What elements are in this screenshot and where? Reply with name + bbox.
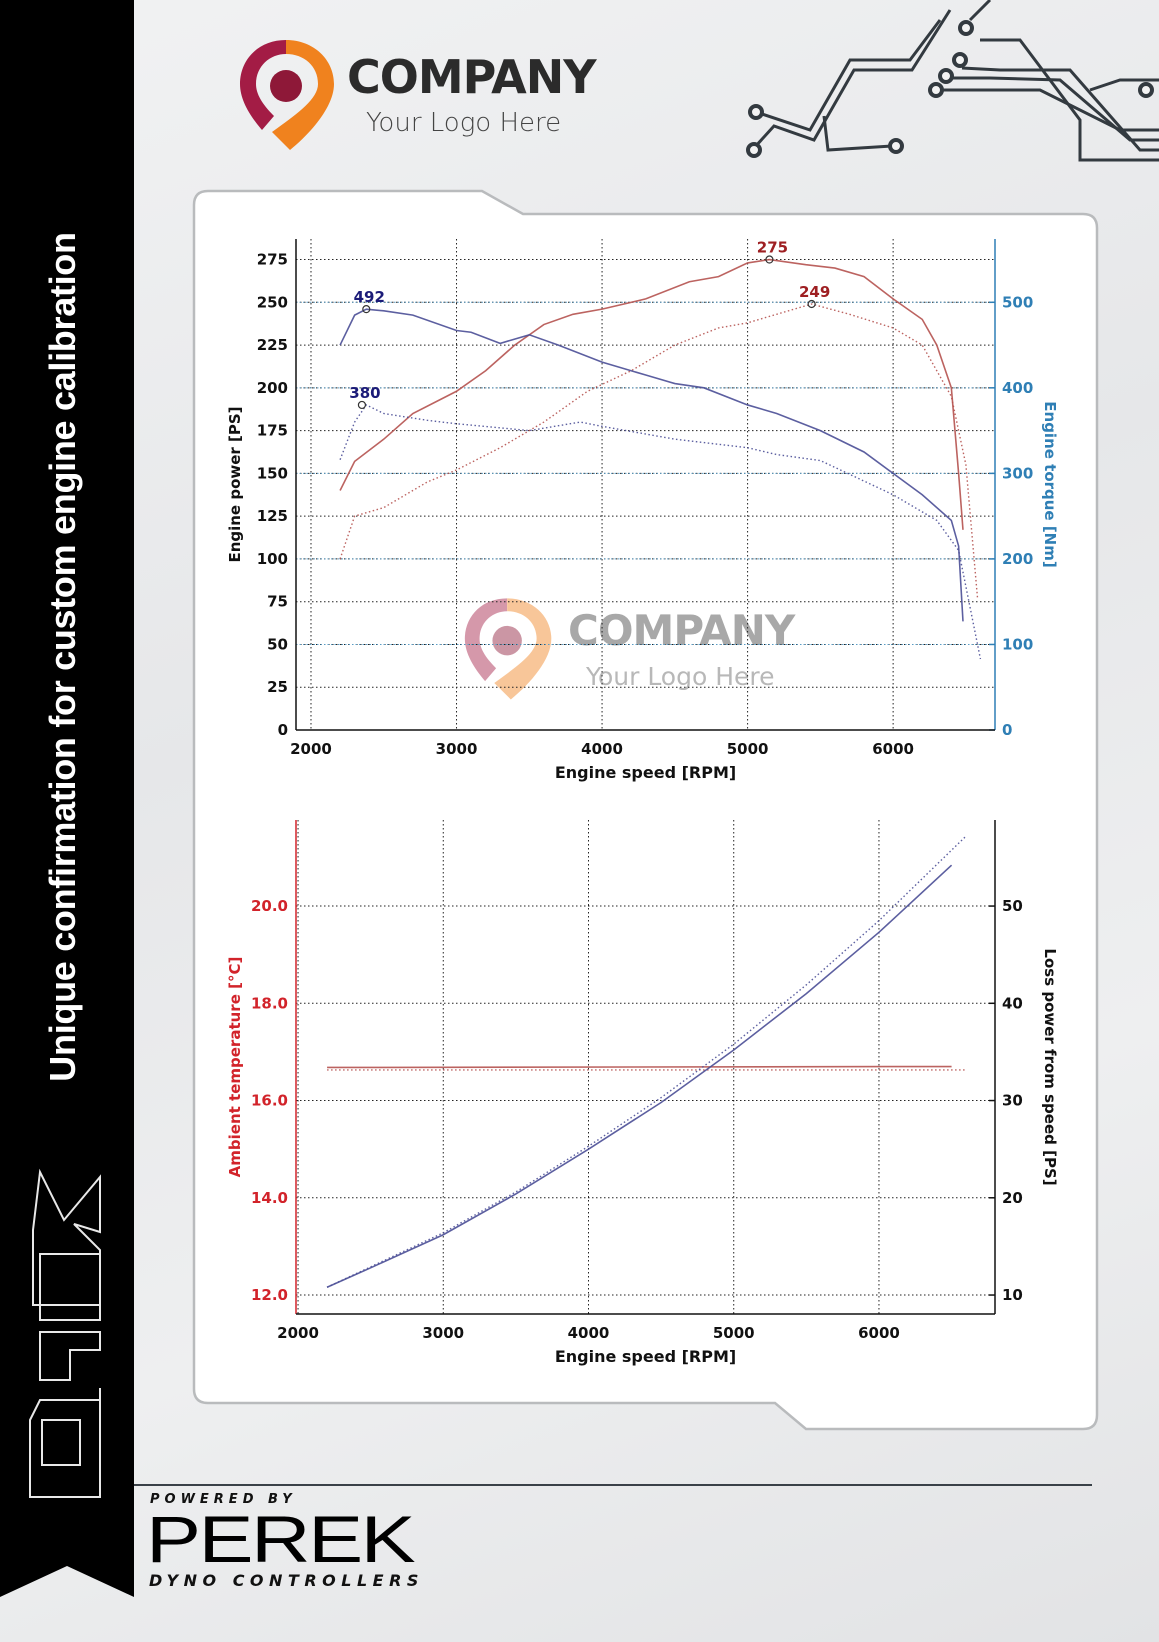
powered-by-label: POWERED BY xyxy=(150,1492,297,1507)
watermark-logo-icon xyxy=(464,598,552,700)
series-torque-stock- xyxy=(339,404,982,660)
series-torque-tuned- xyxy=(339,308,964,622)
watermark-tagline: Your Logo Here xyxy=(586,662,775,691)
company-logo-icon xyxy=(240,40,334,150)
x-tick-label: 4000 xyxy=(581,740,623,758)
y-tick-label: 275 xyxy=(257,251,288,269)
series-loss-power-stock- xyxy=(326,835,967,1288)
circuit-decoration xyxy=(746,0,1159,162)
y2-tick-label: 300 xyxy=(1002,464,1033,482)
company-name: COMPANY xyxy=(347,50,597,104)
y-tick-label: 150 xyxy=(257,464,288,482)
peak-label: 249 xyxy=(799,283,830,301)
y-tick-label: 75 xyxy=(267,593,288,611)
y-tick-label: 125 xyxy=(257,507,288,525)
footer-divider xyxy=(134,1484,1092,1486)
x-tick-label: 6000 xyxy=(858,1324,900,1342)
y-tick-label: 25 xyxy=(267,678,288,696)
series-power-stock- xyxy=(339,303,979,599)
y2-tick-label: 20 xyxy=(1002,1189,1023,1207)
y-tick-label: 200 xyxy=(257,379,288,397)
y-tick-label: 50 xyxy=(267,635,288,653)
series-loss-power-tuned- xyxy=(326,864,953,1288)
series-ambient-temperature-tuned- xyxy=(327,1065,952,1069)
x-tick-label: 5000 xyxy=(727,740,769,758)
y-axis-label: Engine power [PS] xyxy=(226,406,244,562)
y2-tick-label: 200 xyxy=(1002,550,1033,568)
peak-marker xyxy=(362,305,371,314)
y-tick-label: 0 xyxy=(278,721,288,739)
x-axis-label: Engine speed [RPM] xyxy=(555,763,736,782)
y-tick-label: 250 xyxy=(257,293,288,311)
peak-marker xyxy=(807,299,816,309)
peak-label: 275 xyxy=(757,239,788,257)
y-tick-label: 20.0 xyxy=(251,897,288,915)
chart-1: 2000 3000 4000 5000 600002550751001251501752… xyxy=(226,239,1059,782)
dyno-controllers-label: DYNO CONTROLLERS xyxy=(149,1571,424,1590)
series-power-tuned- xyxy=(339,258,964,530)
y-tick-label: 225 xyxy=(257,336,288,354)
y-tick-label: 18.0 xyxy=(251,994,288,1012)
y2-tick-label: 40 xyxy=(1002,994,1023,1012)
y2-tick-label: 100 xyxy=(1002,635,1033,653)
y-tick-label: 12.0 xyxy=(251,1286,288,1304)
y2-tick-label: 30 xyxy=(1002,1092,1023,1110)
chart-2: 2000 3000 4000 5000 6000 12.0 14.0 16.0 18.0 20.0… xyxy=(226,820,1059,1366)
perek-vertical-logo xyxy=(29,1168,101,1498)
peak-marker xyxy=(357,400,367,410)
perek-brand-logo: PEREK xyxy=(146,1502,416,1576)
peak-marker xyxy=(765,255,774,264)
x-tick-label: 4000 xyxy=(568,1324,610,1342)
y2-tick-label: 500 xyxy=(1002,293,1033,311)
sidebar xyxy=(0,0,134,1597)
y-axis-label: Ambient temperature [°C] xyxy=(226,957,244,1178)
x-tick-label: 2000 xyxy=(277,1324,319,1342)
x-tick-label: 5000 xyxy=(713,1324,755,1342)
y2-tick-label: 0 xyxy=(1002,721,1012,739)
y-tick-label: 14.0 xyxy=(251,1189,288,1207)
peak-label: 380 xyxy=(349,384,380,402)
y-tick-label: 16.0 xyxy=(251,1092,288,1110)
peak-label: 492 xyxy=(354,288,385,306)
x-axis-label: Engine speed [RPM] xyxy=(555,1347,736,1366)
y-tick-label: 175 xyxy=(257,422,288,440)
x-tick-label: 3000 xyxy=(422,1324,464,1342)
y2-tick-label: 50 xyxy=(1002,897,1023,915)
x-tick-label: 6000 xyxy=(872,740,914,758)
y2-tick-label: 400 xyxy=(1002,379,1033,397)
y2-axis-label: Loss power from speed [PS] xyxy=(1041,948,1059,1185)
watermark-company: COMPANY xyxy=(568,606,795,655)
company-tagline: Your Logo Here xyxy=(366,108,562,138)
y-tick-label: 100 xyxy=(257,550,288,568)
y2-tick-label: 10 xyxy=(1002,1286,1023,1304)
x-tick-label: 3000 xyxy=(436,740,478,758)
y2-axis-label: Engine torque [Nm] xyxy=(1041,401,1059,567)
x-tick-label: 2000 xyxy=(290,740,332,758)
